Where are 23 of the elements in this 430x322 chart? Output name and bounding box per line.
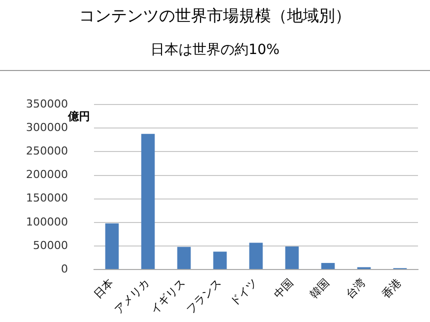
bar — [141, 134, 155, 270]
bar — [177, 246, 191, 270]
y-tick-label: 200000 — [26, 168, 68, 182]
bar — [285, 246, 299, 270]
bar — [105, 223, 119, 270]
bar — [321, 262, 335, 270]
y-tick-label: 0 — [60, 262, 68, 276]
x-tick-label: 香港 — [379, 276, 404, 301]
bar — [213, 252, 227, 270]
x-tick-label: ドイツ — [228, 276, 260, 309]
y-tick-label: 300000 — [26, 121, 68, 134]
x-tick-label: 台湾 — [343, 276, 368, 301]
bar — [249, 242, 263, 270]
y-tick-label: 100000 — [26, 215, 68, 228]
y-axis-title: 億円 — [66, 110, 90, 123]
y-tick-label: 150000 — [26, 192, 68, 205]
chart-title: コンテンツの世界市場規模（地域別） — [78, 6, 352, 27]
y-tick-label: 250000 — [26, 144, 68, 158]
y-tick-label: 50000 — [32, 238, 68, 252]
chart-subtitle: 日本は世界の約10% — [149, 41, 281, 59]
x-tick-label: 中国 — [271, 276, 296, 301]
x-tick-label: 韓国 — [307, 276, 332, 301]
y-tick-label: 350000 — [26, 97, 68, 110]
